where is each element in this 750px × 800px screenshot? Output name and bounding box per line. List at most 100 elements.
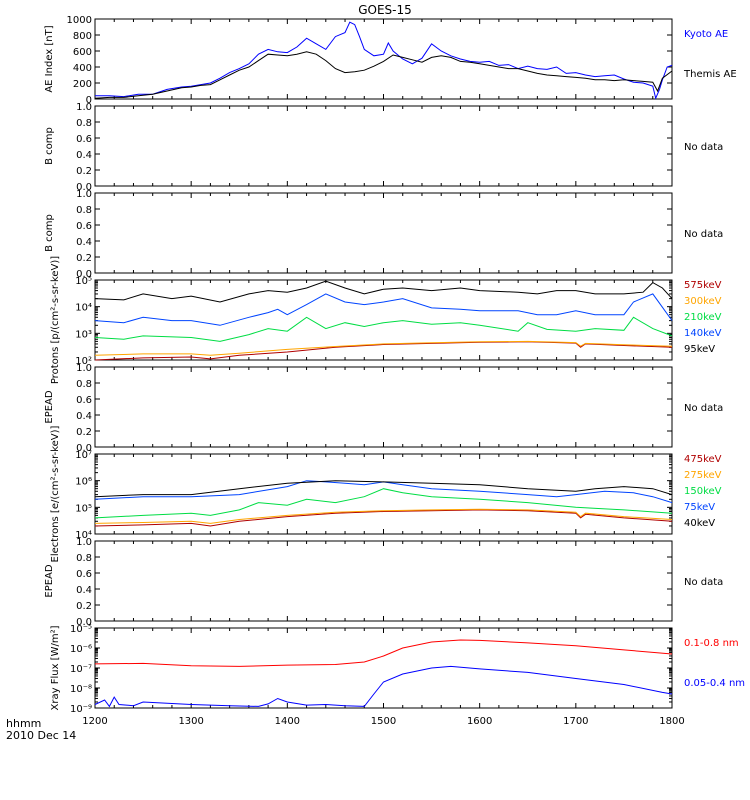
series-line (94, 508, 673, 524)
y-tick-label: 0.4 (76, 150, 92, 161)
x-tick-label: 1800 (659, 716, 684, 727)
y-tick-label: 10⁴ (75, 303, 92, 314)
panel-b-comp-1: 0.0 0.2 0.4 0.6 0.8 1.0 B comp No data (44, 102, 723, 193)
y-tick-label: 10⁴ (75, 530, 92, 541)
legend-label: 75keV (684, 502, 715, 513)
y-axis-label: AE Index [nT] (44, 25, 55, 92)
y-tick-label: 0.0 (76, 269, 92, 280)
y-axis-label: EPEAD (44, 564, 55, 598)
y-tick-label: 600 (73, 47, 92, 58)
panel-frame (94, 540, 673, 622)
y-tick-label: 200 (73, 79, 92, 90)
panel-frame (94, 366, 673, 448)
panel-xray: 10⁻⁹ 10⁻⁸ 10⁻⁷ 10⁻⁶ 10⁻⁵ Xray Flux [W/m²] 0.1-… (50, 624, 745, 715)
panel-frame (94, 105, 673, 187)
y-tick-label: 1.0 (76, 189, 92, 200)
y-tick-label: 0.2 (76, 427, 92, 438)
x-tick-label: 1400 (275, 716, 300, 727)
panel-ae: 0 200 400 600 800 1000 AE Index [nT] Kyoto AE Th… (44, 15, 737, 106)
y-tick-label: 0.0 (76, 182, 92, 193)
legend-label: Kyoto AE (684, 29, 728, 40)
y-tick-label: 0.6 (76, 395, 92, 406)
no-data-label: No data (684, 142, 723, 153)
legend-label: Themis AE (683, 69, 737, 80)
legend-label: 0.1-0.8 nm (684, 638, 739, 649)
x-tick-label: 1600 (467, 716, 492, 727)
y-tick-label: 0.6 (76, 221, 92, 232)
chart-title: GOES-15 (358, 3, 412, 17)
panel-frame (94, 627, 673, 709)
y-tick-label: 0.8 (76, 118, 92, 129)
legend-label: 575keV (684, 280, 722, 291)
legend-label: 275keV (684, 470, 722, 481)
series-line (94, 488, 673, 519)
panel-electrons: 10⁴ 10⁵ 10⁶ 10⁷ Electrons [e/(cm²-s-sr-keV)]… (50, 425, 722, 562)
y-tick-label: 10² (75, 356, 92, 367)
x-tick-label: 1300 (178, 716, 203, 727)
y-tick-label: 10⁻⁹ (70, 704, 92, 715)
y-tick-label: 10³ (75, 329, 92, 340)
y-tick-label: 0.4 (76, 585, 92, 596)
panel-protons: 10² 10³ 10⁴ 10⁵ Protons [p/(cm²-s-sr-keV)] 57… (50, 256, 722, 384)
y-tick-label: 10⁷ (75, 450, 92, 461)
series-line (94, 480, 673, 504)
no-data-label: No data (684, 229, 723, 240)
y-tick-label: 0 (86, 95, 92, 106)
time-label: hhmm (6, 717, 41, 730)
y-tick-label: 0.6 (76, 569, 92, 580)
series-line (94, 293, 673, 326)
series-line (94, 639, 673, 667)
legend-label: 300keV (684, 296, 722, 307)
y-tick-label: 10⁵ (75, 503, 92, 514)
y-tick-label: 1000 (67, 15, 92, 26)
series-line (94, 341, 673, 361)
panel-epead-2: 0.0 0.2 0.4 0.6 0.8 1.0 EPEAD No data (44, 537, 723, 628)
panel-frame (94, 192, 673, 274)
y-tick-label: 0.4 (76, 411, 92, 422)
y-tick-label: 10⁻⁷ (70, 664, 92, 675)
y-tick-label: 800 (73, 31, 92, 42)
y-axis-label: EPEAD (44, 390, 55, 424)
y-tick-label: 0.8 (76, 205, 92, 216)
x-tick-label: 1700 (563, 716, 588, 727)
legend-label: 0.05-0.4 nm (684, 678, 745, 689)
y-tick-label: 0.8 (76, 379, 92, 390)
series-line (94, 665, 673, 708)
series-line (94, 316, 673, 342)
x-tick-label: 1500 (371, 716, 396, 727)
y-tick-label: 10⁶ (75, 477, 92, 488)
series-line (94, 509, 673, 527)
y-tick-label: 1.0 (76, 102, 92, 113)
y-tick-label: 0.4 (76, 237, 92, 248)
y-tick-label: 1.0 (76, 537, 92, 548)
y-axis-label: Xray Flux [W/m²] (50, 625, 61, 710)
legend-label: 475keV (684, 454, 722, 465)
series-line (94, 480, 673, 498)
y-tick-label: 0.6 (76, 134, 92, 145)
date-label: 2010 Dec 14 (6, 729, 76, 742)
y-tick-label: 10⁻⁵ (70, 624, 92, 635)
y-tick-label: 0.0 (76, 617, 92, 628)
y-tick-label: 0.2 (76, 601, 92, 612)
x-tick-label: 1200 (82, 716, 107, 727)
series-line (94, 340, 673, 356)
y-tick-label: 1.0 (76, 363, 92, 374)
legend-label: 40keV (684, 518, 715, 529)
y-tick-label: 10⁻⁶ (70, 644, 92, 655)
legend-label: 95keV (684, 344, 715, 355)
y-axis-label: Electrons [e/(cm²-s-sr-keV)] (50, 425, 61, 562)
y-tick-label: 10⁵ (75, 276, 92, 287)
y-tick-label: 10⁻⁸ (70, 684, 92, 695)
y-axis-label: B comp (44, 214, 55, 252)
y-tick-label: 0.8 (76, 553, 92, 564)
no-data-label: No data (684, 577, 723, 588)
series-line (94, 51, 673, 99)
y-tick-label: 0.2 (76, 166, 92, 177)
panel-epead-1: 0.0 0.2 0.4 0.6 0.8 1.0 EPEAD No data (44, 363, 723, 454)
y-axis-label: Protons [p/(cm²-s-sr-keV)] (50, 256, 61, 384)
panel-b-comp-2: 0.0 0.2 0.4 0.6 0.8 1.0 B comp No data (44, 189, 723, 280)
y-tick-label: 0.0 (76, 443, 92, 454)
y-tick-label: 0.2 (76, 253, 92, 264)
no-data-label: No data (684, 403, 723, 414)
